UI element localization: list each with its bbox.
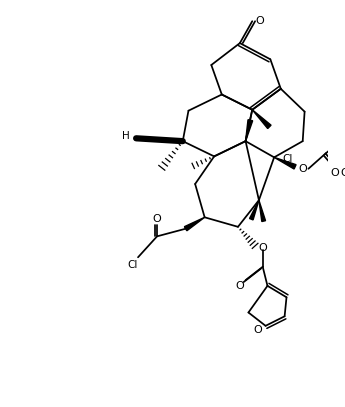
Text: O: O [331, 168, 339, 177]
Text: O: O [298, 164, 307, 174]
Polygon shape [259, 200, 266, 221]
Text: H: H [122, 131, 129, 141]
Polygon shape [249, 200, 259, 220]
Text: O: O [258, 243, 267, 253]
Text: O: O [340, 168, 345, 177]
Text: O: O [254, 325, 262, 335]
Text: O: O [153, 214, 161, 224]
Polygon shape [252, 110, 271, 129]
Polygon shape [184, 217, 205, 231]
Polygon shape [136, 138, 183, 141]
Polygon shape [274, 158, 296, 169]
Text: O: O [236, 281, 244, 291]
Text: Cl: Cl [283, 154, 293, 164]
Text: O: O [256, 16, 264, 26]
Polygon shape [246, 120, 253, 141]
Text: Cl: Cl [127, 260, 138, 270]
